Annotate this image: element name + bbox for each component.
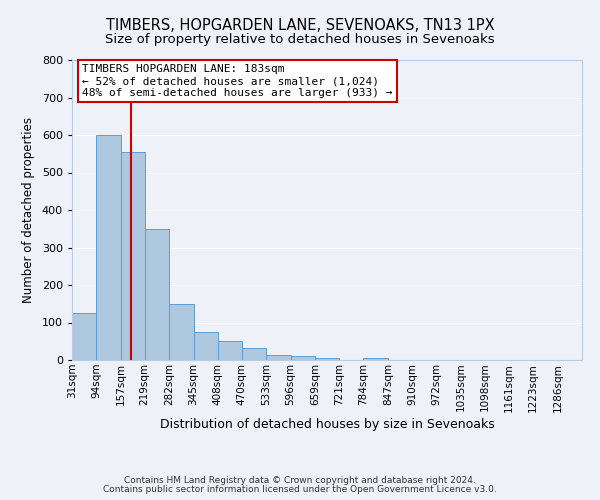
Bar (290, 356, 315, 360)
Bar (315, 358, 340, 360)
Bar (121, 152, 145, 360)
Bar (72, 313, 97, 360)
Bar (169, 304, 194, 360)
Text: Contains public sector information licensed under the Open Government Licence v3: Contains public sector information licen… (103, 485, 497, 494)
Bar (97, 135, 121, 360)
Bar (194, 332, 218, 360)
Bar (218, 341, 242, 360)
Text: Contains HM Land Registry data © Crown copyright and database right 2024.: Contains HM Land Registry data © Crown c… (124, 476, 476, 485)
Bar (266, 355, 290, 360)
Bar (242, 348, 266, 360)
Bar (364, 358, 388, 360)
Text: Size of property relative to detached houses in Sevenoaks: Size of property relative to detached ho… (105, 32, 495, 46)
Bar (145, 229, 169, 360)
Text: TIMBERS, HOPGARDEN LANE, SEVENOAKS, TN13 1PX: TIMBERS, HOPGARDEN LANE, SEVENOAKS, TN13… (106, 18, 494, 32)
Y-axis label: Number of detached properties: Number of detached properties (22, 117, 35, 303)
Text: TIMBERS HOPGARDEN LANE: 183sqm
← 52% of detached houses are smaller (1,024)
48% : TIMBERS HOPGARDEN LANE: 183sqm ← 52% of … (82, 64, 392, 98)
X-axis label: Distribution of detached houses by size in Sevenoaks: Distribution of detached houses by size … (160, 418, 494, 432)
